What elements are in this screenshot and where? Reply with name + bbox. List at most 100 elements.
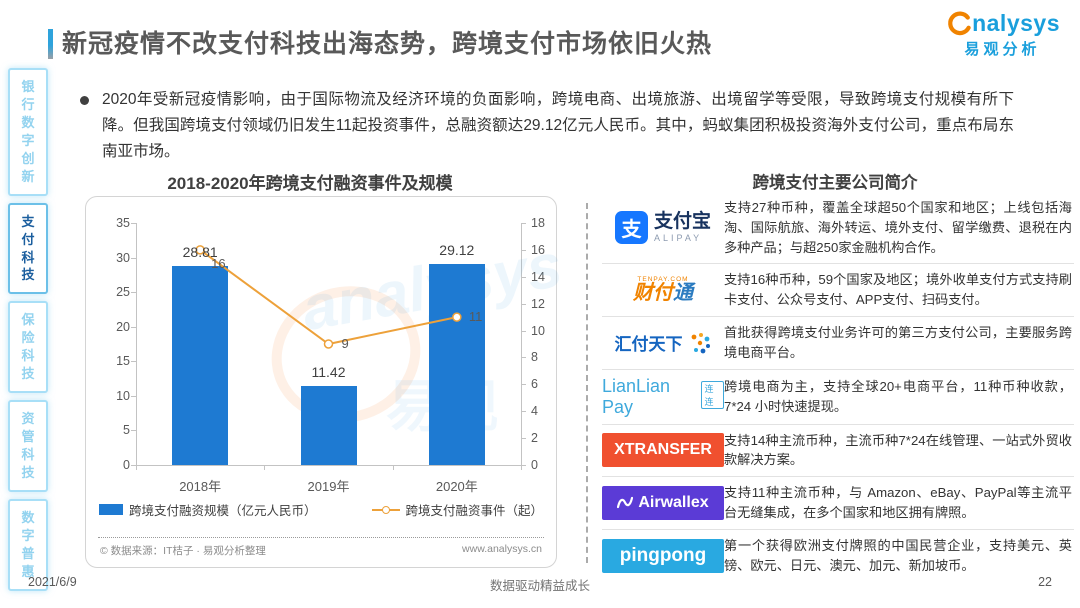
company-logo-cell: LianLian Pay 连连 — [602, 376, 724, 418]
sidebar-tab-银行数字创新[interactable]: 银行数字创新 — [8, 68, 48, 196]
company-logo-cell: 支支付宝 ALIPAY — [602, 211, 724, 245]
company-logo: 汇付天下 — [615, 330, 712, 355]
right-axis-tick — [521, 249, 526, 251]
company-logo: TENPAY.COM 财付通 — [633, 275, 693, 305]
sidebar-tab-资管科技[interactable]: 资管科技 — [8, 400, 48, 492]
company-panel-title: 跨境支付主要公司简介 — [752, 174, 918, 192]
bar-2020年 — [428, 263, 485, 465]
company-logo: XTRANSFER — [602, 433, 724, 468]
sidebar-tab-支付科技[interactable]: 支付科技 — [8, 202, 48, 295]
huifu-swirl-icon — [691, 332, 710, 354]
line-legend-swatch — [371, 505, 400, 514]
x-axis-tick — [136, 465, 137, 470]
sidebar-tab-数字普惠[interactable]: 数字普惠 — [8, 498, 48, 591]
x-axis-label: 2019年 — [307, 479, 350, 494]
company-logo: LianLian Pay 连连 — [602, 376, 724, 418]
right-axis-tick-label: 2 — [531, 431, 538, 446]
company-row-汇付天下: 汇付天下 首批获得跨境支付业务许可的第三方支付公司，主要服务跨境电商平台。 — [602, 317, 1074, 370]
x-axis-line — [136, 465, 521, 466]
left-axis-tick-label: 0 — [123, 458, 130, 472]
company-logo: Airwallex — [602, 485, 724, 520]
company-logo-cell: Airwallex — [602, 485, 724, 520]
left-axis-tick-label: 10 — [116, 388, 130, 403]
left-axis-tick — [131, 326, 136, 328]
bar-2019年 — [300, 386, 357, 465]
left-axis-tick-label: 15 — [116, 354, 130, 369]
company-description: 支持11种主流币种，与 Amazon、eBay、PayPal等主流平台无缝集成，… — [724, 485, 1072, 520]
line-value-label: 9 — [341, 336, 349, 351]
bar-legend-swatch — [98, 504, 123, 515]
brand-wordmark: nalysys — [972, 10, 1060, 36]
chart-legend: 跨境支付融资规模（亿元人民币） 跨境支付融资事件（起） — [86, 500, 556, 519]
right-axis-tick-label: 0 — [531, 458, 538, 472]
x-axis-tick — [521, 465, 522, 470]
brand-swoosh-icon — [945, 10, 972, 37]
legend-item-line: 跨境支付融资事件（起） — [371, 500, 544, 519]
right-axis-tick-label: 12 — [531, 296, 545, 311]
title-accent-bar — [48, 29, 53, 59]
left-axis-tick-label: 30 — [116, 250, 130, 265]
left-axis-tick — [131, 292, 136, 294]
legend-item-bar: 跨境支付融资规模（亿元人民币） — [98, 500, 317, 519]
line-value-label: 16 — [211, 255, 226, 271]
left-axis-tick-label: 25 — [116, 285, 130, 300]
left-axis-tick — [131, 257, 136, 259]
company-row-PingPong: pingpong 第一个获得欧洲支付牌照的中国民营企业，支持美元、英镑、欧元、日元… — [602, 530, 1074, 582]
footer-slogan: 数据驱动精益成长 — [489, 579, 590, 593]
bar-2018年 — [172, 265, 229, 465]
right-axis-tick — [521, 330, 526, 332]
company-description: 支持14种主流币种，主流币种7*24在线管理、一站式外贸收款解决方案。 — [724, 432, 1072, 468]
x-axis-tick — [392, 465, 394, 470]
company-row-XTRANSFER: XTRANSFER 支持14种主流币种，主流币种7*24在线管理、一站式外贸收款解… — [602, 425, 1074, 478]
bar-value-label: 11.42 — [311, 364, 346, 381]
left-axis-tick-label: 5 — [123, 423, 130, 438]
summary-paragraph: 2020年受新冠疫情影响，由于国际物流及经济环境的负面影响，跨境电商、出境旅游、… — [102, 91, 1014, 161]
right-axis-line — [521, 223, 522, 465]
x-axis-label: 2020年 — [435, 479, 478, 494]
company-logo: pingpong — [602, 538, 724, 573]
right-axis-tick-label: 14 — [531, 269, 545, 284]
company-row-财付通: TENPAY.COM 财付通 支持16种币种，59个国家及地区；境外收单支付方式支持… — [602, 264, 1074, 317]
company-list: 支支付宝 ALIPAY 支持27种币种，覆盖全球超50个国家和地区；上线包括海淘、国… — [602, 192, 1074, 581]
right-axis-tick — [521, 223, 526, 224]
chart-title: 2018-2020年跨境支付融资事件及规模 — [167, 174, 453, 193]
left-axis-tick — [131, 395, 136, 397]
legend-label: 跨境支付融资事件（起） — [405, 504, 544, 518]
line-series — [195, 245, 462, 349]
right-axis-tick — [521, 357, 526, 359]
company-description: 第一个获得欧洲支付牌照的中国民营企业，支持美元、英镑、欧元、日元、澳元、加元、新… — [724, 537, 1072, 573]
company-row-连连支付: LianLian Pay 连连 跨境电商为主，支持全球20+电商平台，11种币种收款… — [602, 370, 1074, 425]
right-axis-tick-label: 4 — [531, 404, 538, 419]
legend-label: 跨境支付融资规模（亿元人民币） — [128, 504, 317, 518]
sidebar-tab-保险科技[interactable]: 保险科技 — [8, 301, 48, 394]
brand-subtitle: 易观分析 — [964, 41, 1041, 58]
company-description: 支持16种币种，59个国家及地区；境外收单支付方式支持刷卡支付、公众号支付、AP… — [724, 272, 1072, 308]
company-row-支付宝: 支支付宝 ALIPAY 支持27种币种，覆盖全球超50个国家和地区；上线包括海淘、国… — [602, 192, 1074, 265]
chart-container: analysys 易观 0510152025303502468101214161… — [85, 196, 567, 568]
source-row: © 数据来源：IT桔子 · 易观分析整理 www.analysys.cn — [100, 543, 542, 558]
company-logo-cell: 汇付天下 — [602, 330, 724, 355]
right-axis-tick-label: 18 — [531, 216, 545, 230]
right-axis-tick — [521, 465, 526, 466]
page-number: 22 — [1038, 575, 1052, 589]
bar-value-label: 29.12 — [439, 241, 475, 258]
left-axis-tick — [131, 223, 136, 224]
sidebar-nav: 银行数字创新支付科技保险科技资管科技数字普惠 — [8, 68, 48, 598]
company-description: 支持27种币种，覆盖全球超50个国家和地区；上线包括海淘、国际航旅、海外转运、境… — [724, 200, 1072, 255]
right-axis-tick — [521, 276, 526, 278]
right-axis-tick-label: 16 — [531, 242, 545, 257]
right-axis-tick-label: 6 — [531, 377, 538, 392]
company-description: 跨境电商为主，支持全球20+电商平台，11种币种收款，7*24 小时快速提现。 — [724, 378, 1072, 414]
chart-source-divider — [98, 537, 544, 538]
left-axis-tick-label: 20 — [116, 319, 130, 334]
company-logo-cell: TENPAY.COM 财付通 — [602, 275, 724, 305]
right-axis-tick-label: 10 — [531, 323, 545, 338]
left-axis-tick — [131, 465, 136, 466]
right-axis-tick — [521, 411, 526, 413]
footer-date: 2021/6/9 — [28, 575, 77, 589]
line-value-label: 11 — [468, 309, 483, 325]
right-axis-tick — [521, 303, 526, 305]
company-row-Airwallex: Airwallex 支持11种主流币种，与 Amazon、eBay、PayPal等… — [602, 477, 1074, 530]
source-url[interactable]: www.analysys.cn — [462, 543, 542, 555]
